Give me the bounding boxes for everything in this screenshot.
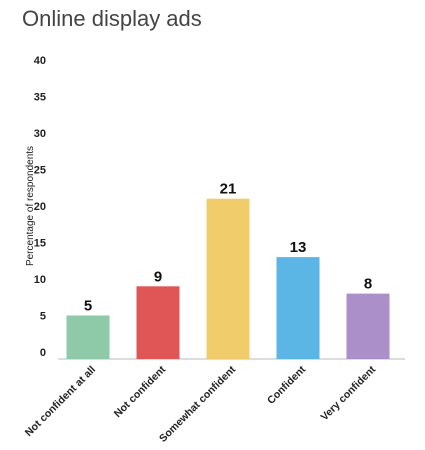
bar xyxy=(276,257,320,359)
data-label: 5 xyxy=(84,298,92,315)
data-label: 21 xyxy=(220,181,237,198)
bars xyxy=(66,198,390,359)
x-tick-label: Confident xyxy=(265,363,308,406)
bar xyxy=(206,198,250,359)
data-label: 13 xyxy=(290,239,307,256)
y-tick-label: 15 xyxy=(34,238,46,250)
bar xyxy=(66,315,110,359)
y-tick-label: 10 xyxy=(34,274,46,286)
data-labels: 5 9 21 13 8 xyxy=(84,181,372,315)
bar xyxy=(346,293,390,359)
x-tick-label: Very confident xyxy=(318,363,378,423)
y-tick-label: 0 xyxy=(40,347,46,359)
y-tick-label: 25 xyxy=(34,165,46,177)
chart-title: Online display ads xyxy=(22,6,202,31)
y-tick-label: 35 xyxy=(34,92,46,104)
y-axis-label: Percentage of respondents xyxy=(25,146,36,266)
x-tick-label: Not confident at all xyxy=(23,364,98,439)
x-tick-label: Not confident xyxy=(112,363,169,420)
x-axis-ticks: Not confident at all Not confidentSomewha… xyxy=(23,363,379,444)
y-axis-ticks: 0 5 10 15 20 25 30 35 40 xyxy=(34,55,46,359)
bar xyxy=(136,286,180,359)
y-tick-label: 5 xyxy=(40,311,46,323)
y-tick-label: 30 xyxy=(34,128,46,140)
y-tick-label: 40 xyxy=(34,55,46,67)
x-tick-label: Somewhat confident xyxy=(157,363,238,444)
y-tick-label: 20 xyxy=(34,201,46,213)
data-label: 8 xyxy=(364,276,372,293)
data-label: 9 xyxy=(154,268,162,285)
